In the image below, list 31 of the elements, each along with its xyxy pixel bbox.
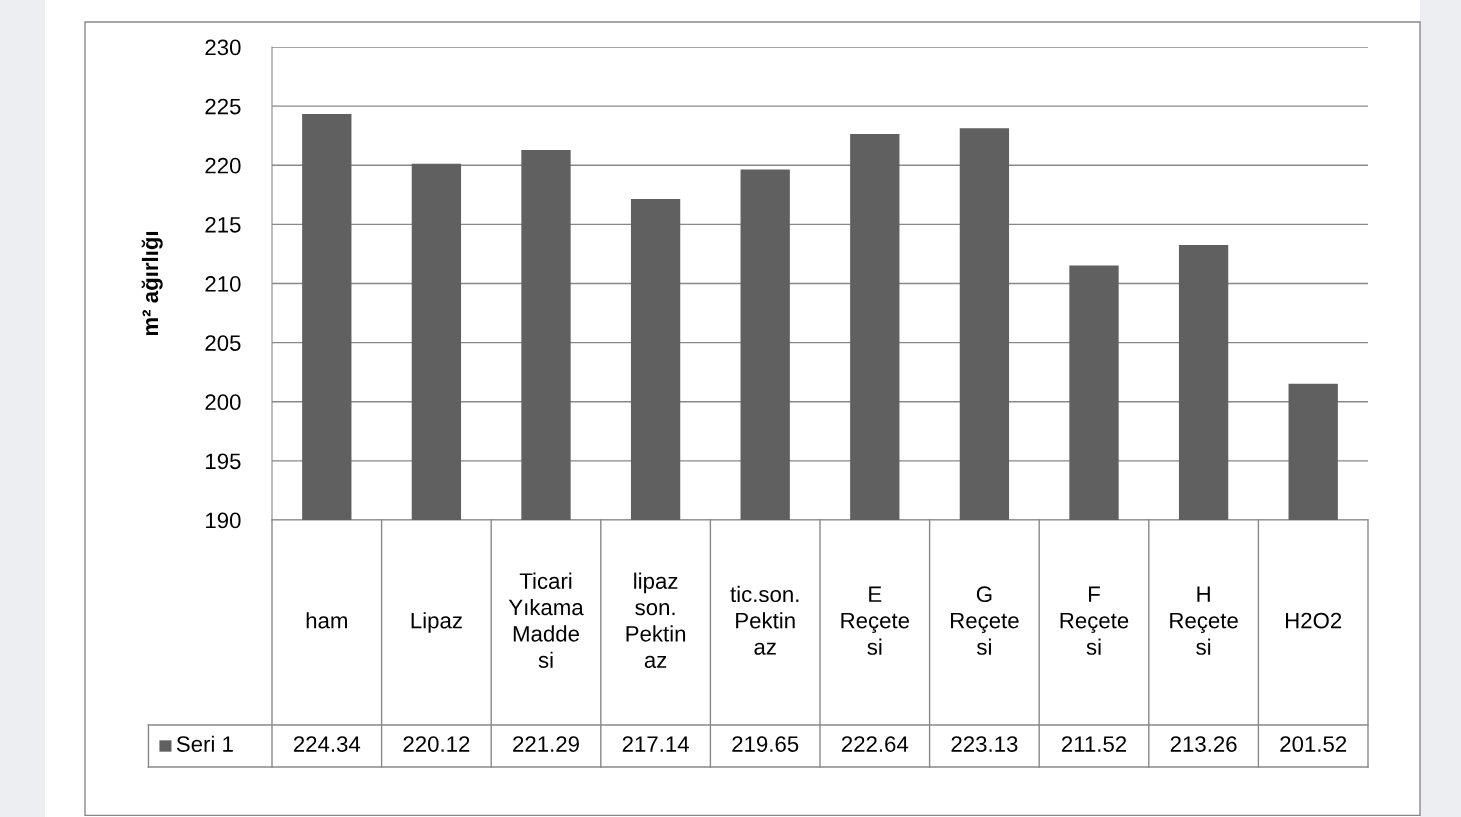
- x-tick-label: tic.son. Pektin az: [730, 585, 799, 655]
- data-label: 211.52: [1061, 736, 1127, 752]
- data-label: 217.14: [622, 736, 689, 752]
- x-tick-label: E Reçete si: [841, 586, 910, 655]
- data-label: 223.13: [951, 736, 1018, 752]
- data-label: 221.29: [513, 736, 579, 752]
- y-tick-label: 215: [205, 216, 241, 233]
- y-tick-label: 220: [205, 157, 241, 174]
- data-label: 213.26: [1170, 736, 1237, 752]
- y-axis-title: m² ağırlığı: [141, 231, 163, 336]
- y-tick-label: 190: [206, 512, 241, 529]
- x-tick-label: H2O2: [1286, 612, 1342, 629]
- y-tick-label: 205: [205, 335, 241, 351]
- data-label: 224.34: [293, 736, 361, 752]
- data-label: 201.52: [1280, 736, 1347, 752]
- legend-label: Seri 1: [176, 735, 233, 752]
- x-tick-label: Ticari Yıkama Madde si: [508, 572, 584, 668]
- y-tick-label: 200: [205, 394, 241, 411]
- y-tick-label: 195: [206, 453, 241, 470]
- x-tick-label: lipaz son. Pektin az: [626, 572, 686, 668]
- x-tick-label: H Reçete si: [1170, 586, 1238, 655]
- x-tick-label: Lipaz: [411, 612, 462, 633]
- x-tick-label: G Reçete si: [951, 586, 1019, 655]
- x-tick-label: F Reçete si: [1060, 586, 1129, 655]
- y-tick-label: 225: [205, 98, 241, 115]
- data-label: 220.12: [403, 736, 470, 752]
- data-label: 222.64: [841, 736, 909, 752]
- y-tick-label: 210: [205, 276, 241, 292]
- data-label: 219.65: [732, 736, 799, 752]
- x-tick-label: ham: [306, 612, 347, 629]
- y-tick-label: 230: [205, 39, 241, 56]
